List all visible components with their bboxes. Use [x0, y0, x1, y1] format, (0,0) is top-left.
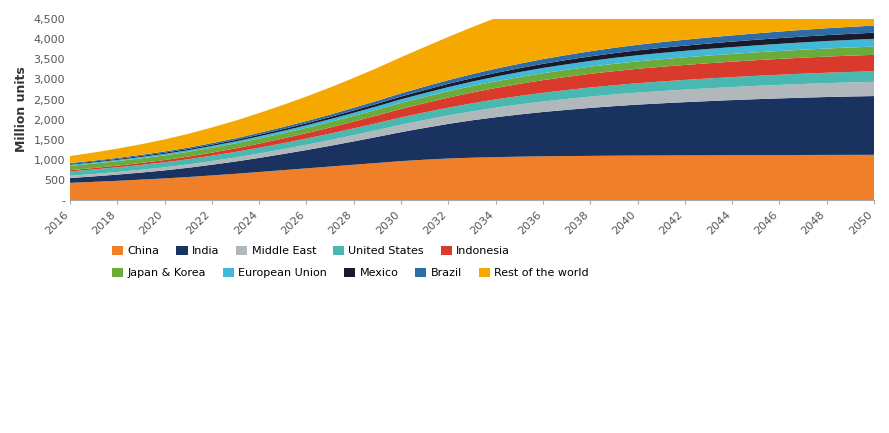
Y-axis label: Million units: Million units: [15, 67, 28, 152]
Legend: Japan & Korea, European Union, Mexico, Brazil, Rest of the world: Japan & Korea, European Union, Mexico, B…: [108, 264, 593, 283]
